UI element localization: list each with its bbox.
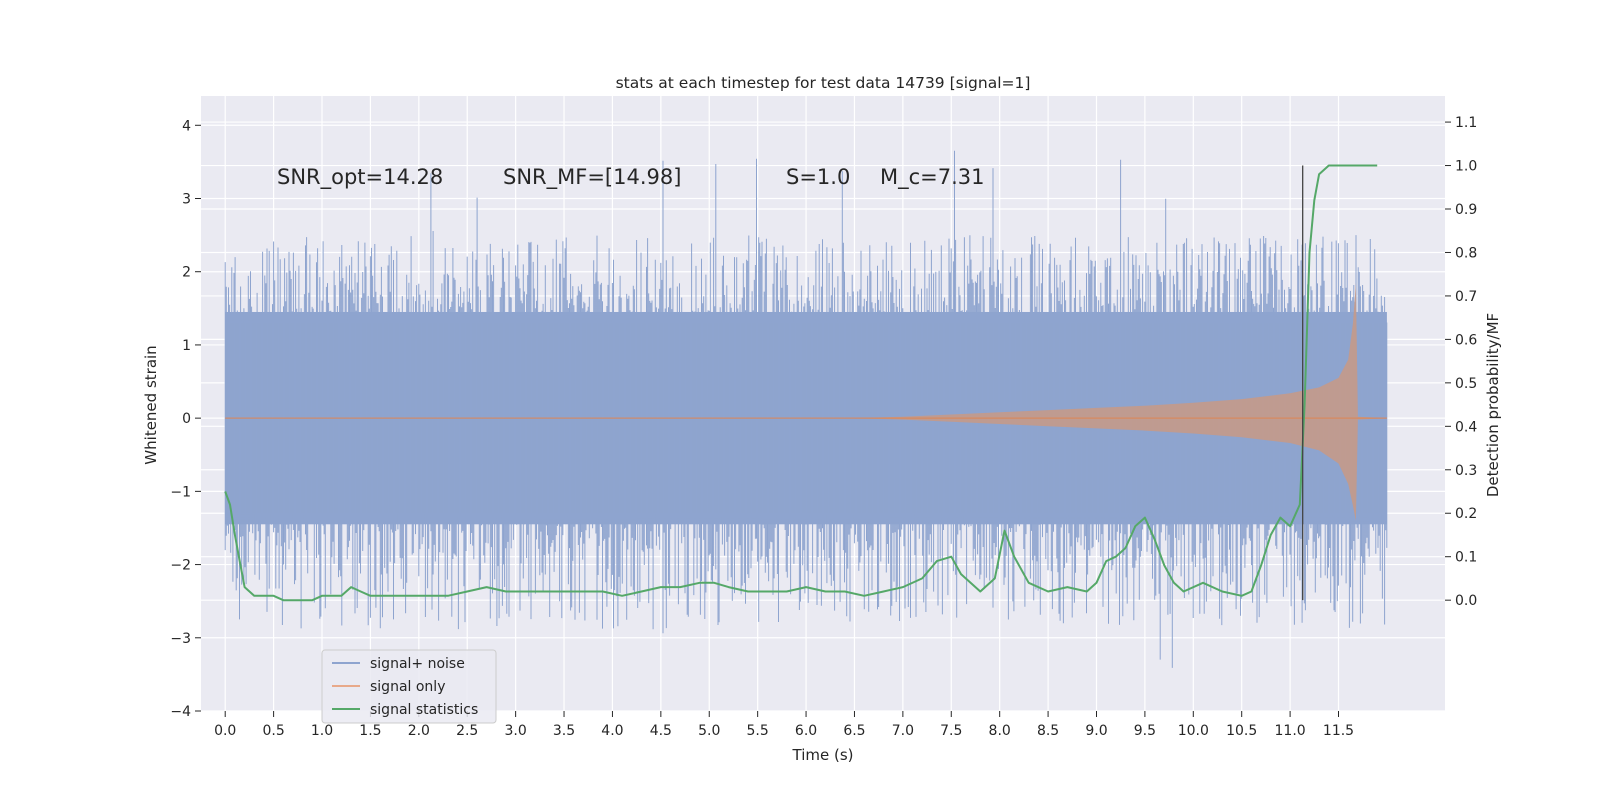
x-axis: 0.0 0.5 1.0 1.5 2.0 2.5 3.0 3.5 4.0 4.5 5.0 5.5 6.0 6… xyxy=(214,711,1354,739)
x-tick-label: 6.0 xyxy=(795,723,817,739)
y-left-tick-label: 0 xyxy=(182,411,191,427)
x-tick-label: 0.0 xyxy=(214,723,236,739)
y-right-tick-label: 0.3 xyxy=(1455,463,1477,479)
x-tick-label: 1.0 xyxy=(311,723,333,739)
y-left-tick-label: −4 xyxy=(170,704,191,720)
legend-label-signal-statistics: signal statistics xyxy=(370,702,478,718)
x-tick-label: 7.5 xyxy=(940,723,962,739)
y-right-tick-label: 0.6 xyxy=(1455,332,1477,348)
chart-title: stats at each timestep for test data 147… xyxy=(616,74,1031,92)
y-right-tick-label: 0.7 xyxy=(1455,289,1477,305)
x-tick-label: 8.5 xyxy=(1037,723,1059,739)
series-signal-only xyxy=(225,282,1387,521)
annotations: SNR_opt=14.28 SNR_MF=[14.98] S=1.0 M_c=7… xyxy=(277,165,985,190)
x-tick-label: 2.5 xyxy=(456,723,478,739)
statistics-line xyxy=(224,164,1378,602)
y-right-tick-label: 1.1 xyxy=(1455,115,1477,131)
legend-label-signal-only: signal only xyxy=(370,679,445,695)
x-tick-label: 1.5 xyxy=(359,723,381,739)
y-right-tick-label: 0.5 xyxy=(1455,376,1477,392)
x-tick-label: 4.5 xyxy=(650,723,672,739)
x-tick-label: 9.0 xyxy=(1085,723,1107,739)
x-tick-label: 8.0 xyxy=(989,723,1011,739)
x-tick-label: 6.5 xyxy=(843,723,865,739)
x-tick-label: 11.0 xyxy=(1275,723,1306,739)
y-right-tick-label: 0.8 xyxy=(1455,245,1477,261)
x-tick-label: 0.5 xyxy=(262,723,284,739)
legend-box xyxy=(321,649,497,724)
x-tick-label: 2.0 xyxy=(408,723,430,739)
series-layer xyxy=(224,150,1388,668)
y-left-tick-label: 2 xyxy=(182,265,191,281)
annotation-snr-opt: SNR_opt=14.28 xyxy=(277,165,443,190)
y-left-tick-label: −3 xyxy=(170,631,191,647)
annotation-s: S=1.0 xyxy=(786,165,850,189)
y-axis-label-left: Whitened strain xyxy=(142,345,160,464)
x-tick-label: 4.0 xyxy=(601,723,623,739)
right-y-axis: 0.0 0.1 0.2 0.3 0.4 0.5 0.6 0.7 0.8 0.9 1.0 1.1 xyxy=(1445,115,1477,609)
series-signal-statistics xyxy=(224,164,1378,602)
left-y-axis: −4 −3 −2 −1 0 1 2 3 4 xyxy=(170,118,201,720)
x-tick-label: 3.5 xyxy=(553,723,575,739)
y-right-tick-label: 0.4 xyxy=(1455,419,1477,435)
legend-label-signal-noise: signal+ noise xyxy=(370,656,465,672)
y-right-tick-label: 0.1 xyxy=(1455,550,1477,566)
y-left-tick-label: −2 xyxy=(170,558,191,574)
x-tick-label: 3.0 xyxy=(504,723,526,739)
y-right-tick-label: 1.0 xyxy=(1455,159,1477,175)
x-tick-label: 10.5 xyxy=(1226,723,1257,739)
x-tick-label: 5.5 xyxy=(747,723,769,739)
y-left-tick-label: 4 xyxy=(182,118,191,134)
annotation-mc: M_c=7.31 xyxy=(880,165,985,190)
x-axis-label: Time (s) xyxy=(792,746,854,764)
y-axis-label-right: Detection probability/MF xyxy=(1484,313,1502,497)
y-left-tick-label: 3 xyxy=(182,192,191,208)
y-right-tick-label: 0.9 xyxy=(1455,202,1477,218)
x-tick-label: 5.0 xyxy=(698,723,720,739)
x-tick-label: 11.5 xyxy=(1323,723,1354,739)
y-left-tick-label: −1 xyxy=(170,484,191,500)
x-tick-label: 7.0 xyxy=(892,723,914,739)
y-right-tick-label: 0.2 xyxy=(1455,506,1477,522)
annotation-snr-mf: SNR_MF=[14.98] xyxy=(503,165,681,190)
x-tick-label: 9.5 xyxy=(1134,723,1156,739)
y-left-tick-label: 1 xyxy=(182,338,191,354)
x-tick-label: 10.0 xyxy=(1178,723,1209,739)
legend: signal+ noise signal only signal statist… xyxy=(321,649,497,724)
y-right-tick-label: 0.0 xyxy=(1455,593,1477,609)
